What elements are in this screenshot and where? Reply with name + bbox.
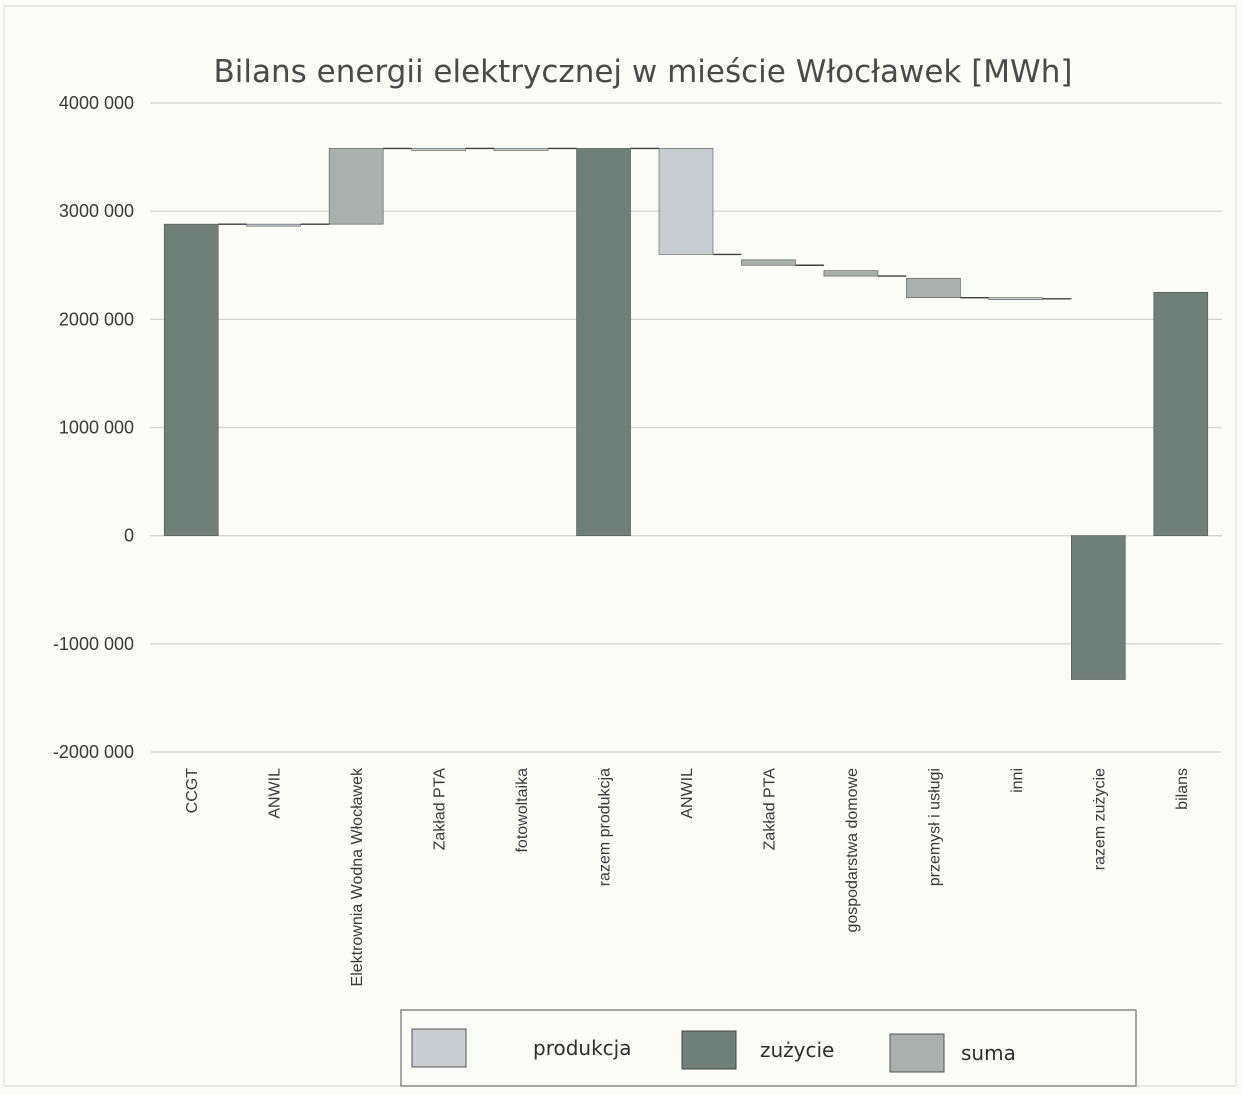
x-axis-ticks: CCGT ANWIL Elektrownia Wodna Włocławek Zakł… bbox=[184, 767, 1191, 986]
y-tick-label: -2000 000 bbox=[53, 742, 134, 762]
legend-swatch-zuzycie bbox=[681, 1030, 737, 1070]
waterfall-bar bbox=[163, 223, 219, 536]
x-tick-label: Zakład PTA bbox=[761, 768, 778, 851]
x-tick-label: CCGT bbox=[184, 768, 201, 814]
bars bbox=[163, 148, 1209, 680]
y-tick-label: -1000 000 bbox=[53, 634, 134, 654]
legend-label-zuzycie: zużycie bbox=[760, 1038, 834, 1062]
waterfall-bar bbox=[493, 148, 549, 151]
legend-swatch-produkcja bbox=[411, 1028, 467, 1068]
waterfall-bar bbox=[246, 223, 301, 227]
x-tick-label: fotowoltaika bbox=[514, 768, 531, 853]
waterfall-bar bbox=[576, 148, 631, 536]
y-axis-ticks: 4000 000 3000 000 2000 000 1000 000 0 -1000 0… bbox=[53, 93, 134, 762]
y-tick-label: 4000 000 bbox=[59, 93, 134, 113]
x-tick-label: Zakład PTA bbox=[432, 768, 449, 851]
waterfall-bar bbox=[411, 148, 466, 151]
legend-box bbox=[400, 1009, 1137, 1087]
x-tick-label: przemysł i usługi bbox=[926, 768, 943, 886]
waterfall-bar bbox=[658, 148, 714, 255]
waterfall-bar bbox=[906, 277, 961, 299]
chart-title: Bilans energii elektrycznej w mieście Wł… bbox=[214, 54, 1073, 90]
x-tick-label: gospodarstwa domowe bbox=[844, 768, 861, 933]
waterfall-bar bbox=[328, 148, 384, 225]
waterfall-bar bbox=[741, 259, 796, 266]
legend: produkcja zużycie suma bbox=[400, 1009, 1137, 1087]
legend-swatch-suma bbox=[889, 1033, 945, 1073]
x-tick-label: Elektrownia Wodna Włocławek bbox=[349, 767, 366, 986]
legend-label-suma: suma bbox=[961, 1041, 1016, 1065]
x-tick-label: razem zużycie bbox=[1091, 768, 1108, 870]
x-tick-label: ANWIL bbox=[679, 768, 696, 819]
x-tick-label: razem produkcja bbox=[597, 768, 614, 886]
x-tick-label: inni bbox=[1009, 768, 1026, 793]
connectors bbox=[218, 147, 1072, 300]
waterfall-bar bbox=[1153, 291, 1209, 536]
y-tick-label: 0 bbox=[124, 526, 134, 546]
gridlines bbox=[150, 102, 1222, 753]
y-tick-label: 1000 000 bbox=[59, 418, 134, 438]
legend-label-produkcja: produkcja bbox=[533, 1036, 631, 1060]
waterfall-bar bbox=[988, 297, 1044, 301]
y-tick-label: 2000 000 bbox=[59, 309, 134, 329]
x-tick-label: bilans bbox=[1174, 768, 1191, 810]
y-tick-label: 3000 000 bbox=[59, 201, 134, 221]
x-tick-label: ANWIL bbox=[267, 768, 284, 819]
waterfall-bar bbox=[823, 270, 879, 277]
waterfall-bar bbox=[1071, 535, 1126, 680]
